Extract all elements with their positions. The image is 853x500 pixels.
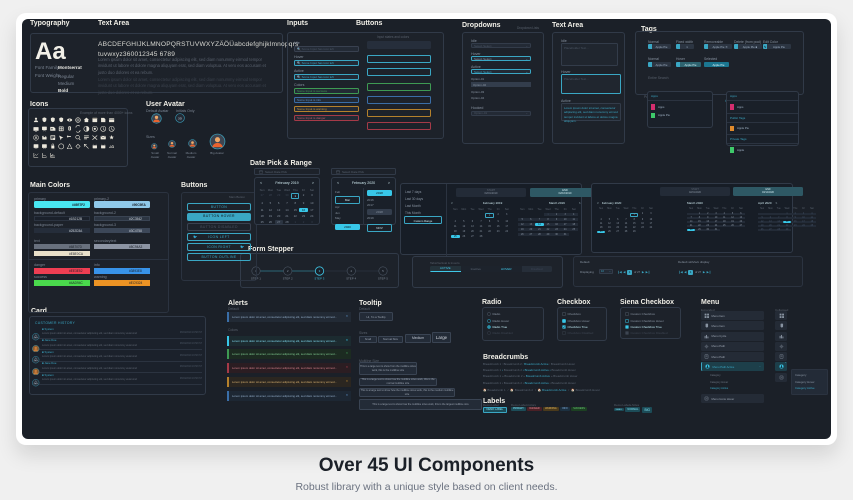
svg-text:STEP 2: STEP 2 <box>283 277 293 281</box>
svg-text:STEP 3: STEP 3 <box>314 277 324 281</box>
svg-text:STEP 5: STEP 5 <box>378 277 388 281</box>
svg-text:STEP 4: STEP 4 <box>346 277 356 281</box>
